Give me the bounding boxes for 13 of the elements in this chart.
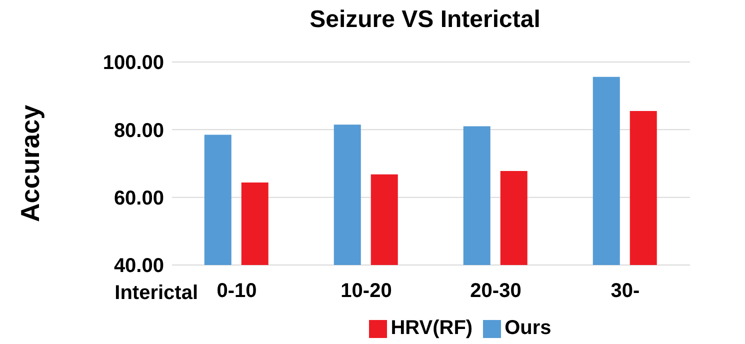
- x-tick-label: 30-: [610, 280, 640, 302]
- x-axis-title: Interictal: [114, 282, 198, 304]
- x-tick-label: 10-20: [340, 280, 392, 302]
- y-tick-label: 100.00: [102, 52, 164, 74]
- x-tick-label: 20-30: [470, 280, 522, 302]
- x-tick-label: 0-10: [216, 280, 257, 302]
- y-tick-label: 40.00: [114, 255, 164, 278]
- legend-label: HRV(RF): [390, 317, 473, 339]
- legend-label: Ours: [504, 317, 552, 339]
- chart-title: Seizure VS Interictal: [308, 6, 542, 34]
- y-tick-label: 80.00: [114, 120, 164, 142]
- y-axis-title: Accuracy: [15, 104, 46, 222]
- y-tick-label: 60.00: [114, 187, 164, 210]
